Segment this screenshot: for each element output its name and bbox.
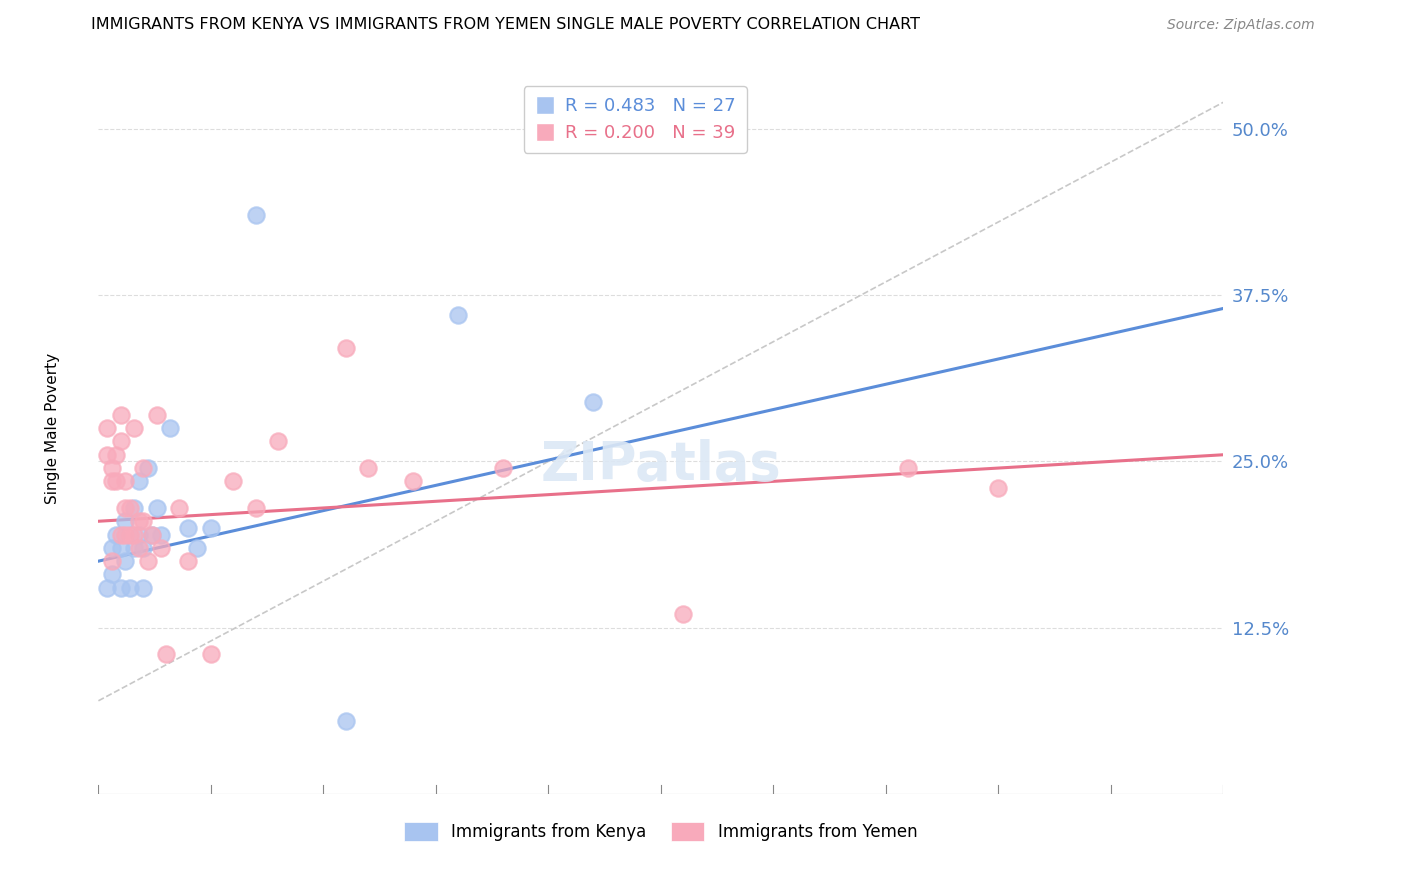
Point <box>128 541 150 555</box>
Point <box>110 408 132 422</box>
Point <box>114 514 136 528</box>
Point <box>136 461 159 475</box>
Point <box>124 541 146 555</box>
Point <box>96 421 118 435</box>
Legend: Immigrants from Kenya, Immigrants from Yemen: Immigrants from Kenya, Immigrants from Y… <box>398 815 924 847</box>
Point <box>124 527 146 541</box>
Point <box>114 500 136 515</box>
Point <box>177 554 200 568</box>
Point <box>222 475 245 489</box>
Point <box>114 475 136 489</box>
Point <box>169 500 191 515</box>
Point <box>101 567 124 582</box>
Point <box>118 527 141 541</box>
Point <box>245 208 267 222</box>
Point <box>987 481 1010 495</box>
Point <box>150 541 173 555</box>
Point <box>897 461 920 475</box>
Point <box>110 541 132 555</box>
Point <box>200 647 222 661</box>
Point <box>186 541 208 555</box>
Point <box>492 461 515 475</box>
Point <box>159 421 181 435</box>
Text: ZIPatlas: ZIPatlas <box>540 439 782 491</box>
Point <box>672 607 695 622</box>
Point <box>132 461 155 475</box>
Point <box>124 421 146 435</box>
Point <box>105 475 128 489</box>
Point <box>132 514 155 528</box>
Point <box>105 527 128 541</box>
Point <box>101 554 124 568</box>
Point <box>267 434 290 449</box>
Point <box>101 541 124 555</box>
Point <box>110 527 132 541</box>
Point <box>150 527 173 541</box>
Point <box>146 500 169 515</box>
Point <box>177 521 200 535</box>
Point <box>105 448 128 462</box>
Point <box>136 554 159 568</box>
Point <box>146 408 169 422</box>
Point <box>110 581 132 595</box>
Point <box>96 448 118 462</box>
Point <box>402 475 425 489</box>
Y-axis label: Single Male Poverty: Single Male Poverty <box>45 352 60 504</box>
Point <box>110 434 132 449</box>
Point <box>118 581 141 595</box>
Point <box>335 714 357 728</box>
Point <box>128 514 150 528</box>
Point <box>141 527 163 541</box>
Point <box>155 647 177 661</box>
Point <box>96 581 118 595</box>
Point <box>200 521 222 535</box>
Point <box>582 394 605 409</box>
Point <box>335 342 357 356</box>
Point <box>447 308 470 322</box>
Point <box>114 554 136 568</box>
Point <box>128 475 150 489</box>
Point <box>132 541 155 555</box>
Point <box>124 500 146 515</box>
Text: Source: ZipAtlas.com: Source: ZipAtlas.com <box>1167 19 1315 32</box>
Point <box>114 527 136 541</box>
Point <box>101 475 124 489</box>
Point <box>245 500 267 515</box>
Point <box>357 461 380 475</box>
Text: IMMIGRANTS FROM KENYA VS IMMIGRANTS FROM YEMEN SINGLE MALE POVERTY CORRELATION C: IMMIGRANTS FROM KENYA VS IMMIGRANTS FROM… <box>91 18 921 32</box>
Point <box>132 581 155 595</box>
Point <box>141 527 163 541</box>
Point <box>101 461 124 475</box>
Point <box>128 527 150 541</box>
Point <box>118 500 141 515</box>
